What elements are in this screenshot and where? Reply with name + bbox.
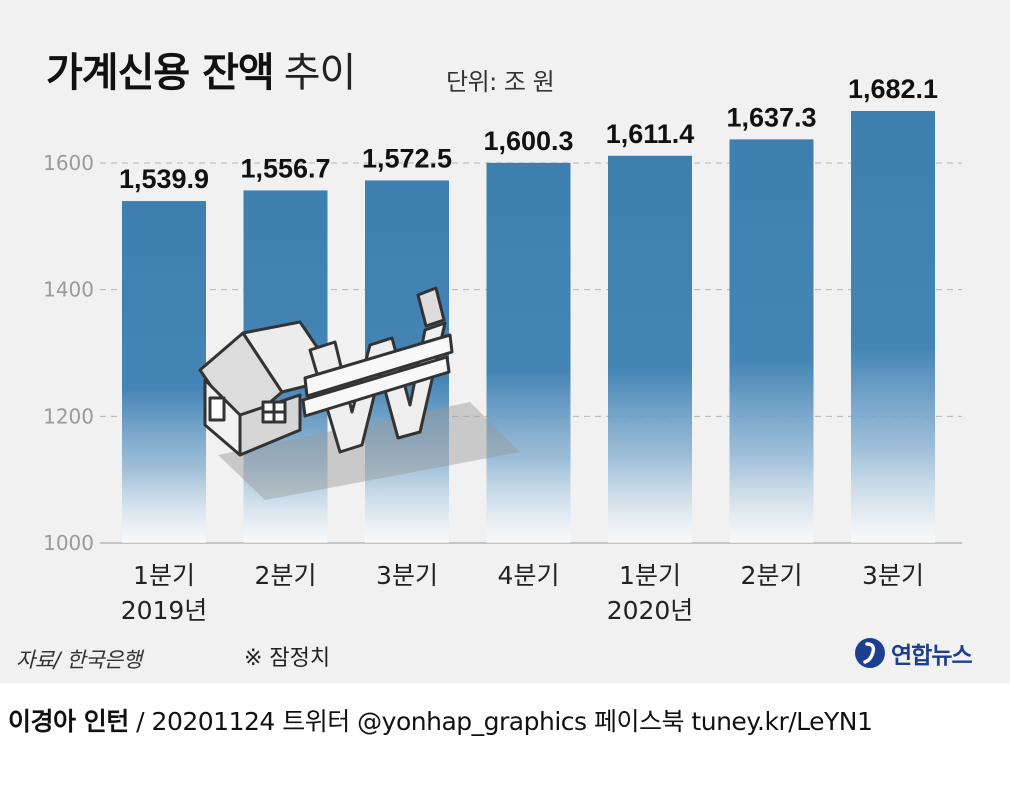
bar-chart: 1000 1200 1400 1600 1,539.9 1,556.7 1,572.5 1,… xyxy=(43,74,962,625)
yonhap-logo: 연합뉴스 xyxy=(853,636,973,670)
bar xyxy=(122,201,206,543)
y-tick-label: 1600 xyxy=(43,151,94,175)
x-tick-label: 2분기 xyxy=(741,561,803,590)
yonhap-logo-icon xyxy=(855,638,885,668)
y-tick-label: 1200 xyxy=(43,404,94,428)
x-tick-label: 3분기 xyxy=(862,561,924,590)
value-label: 1,611.4 xyxy=(606,119,695,149)
value-label: 1,682.1 xyxy=(848,74,938,104)
source-label: 자료/ 한국은행 xyxy=(16,648,142,672)
bar xyxy=(851,111,935,544)
value-label: 1,539.9 xyxy=(119,164,209,194)
x-tick-label: 1분기 xyxy=(133,561,195,590)
provisional-note: ※ 잠정치 xyxy=(244,646,331,671)
value-label: 1,572.5 xyxy=(362,143,452,173)
y-tick-label: 1000 xyxy=(43,531,94,555)
footer-credit: 이경아 인턴 / 20201124 트위터 @yonhap_graphics 페… xyxy=(8,702,873,738)
chart-title-main: 가계신용 잔액 xyxy=(46,50,275,96)
x-tick-label: 4분기 xyxy=(498,561,560,590)
y-tick-label: 1400 xyxy=(43,278,94,302)
year-label: 2019년 xyxy=(121,596,208,625)
value-label: 1,556.7 xyxy=(240,153,330,183)
x-tick-label: 3분기 xyxy=(376,561,438,590)
value-label: 1,600.3 xyxy=(483,126,573,156)
unit-label: 단위: 조 원 xyxy=(446,68,555,96)
value-label: 1,637.3 xyxy=(726,102,816,132)
chart-title: 가계신용 잔액 추이 xyxy=(46,40,357,98)
logo-text: 연합뉴스 xyxy=(891,643,973,669)
footer-author: 이경아 인턴 xyxy=(8,707,129,736)
bar xyxy=(486,162,571,543)
chart-title-suffix: 추이 xyxy=(283,50,357,96)
year-label: 2020년 xyxy=(607,596,694,625)
x-tick-label: 1분기 xyxy=(619,561,681,590)
house-won-illustration xyxy=(198,286,520,500)
bar xyxy=(608,155,692,543)
bar xyxy=(729,139,814,544)
footer-info: / 20201124 트위터 @yonhap_graphics 페이스북 tun… xyxy=(128,707,873,736)
x-tick-label: 2분기 xyxy=(255,561,317,590)
